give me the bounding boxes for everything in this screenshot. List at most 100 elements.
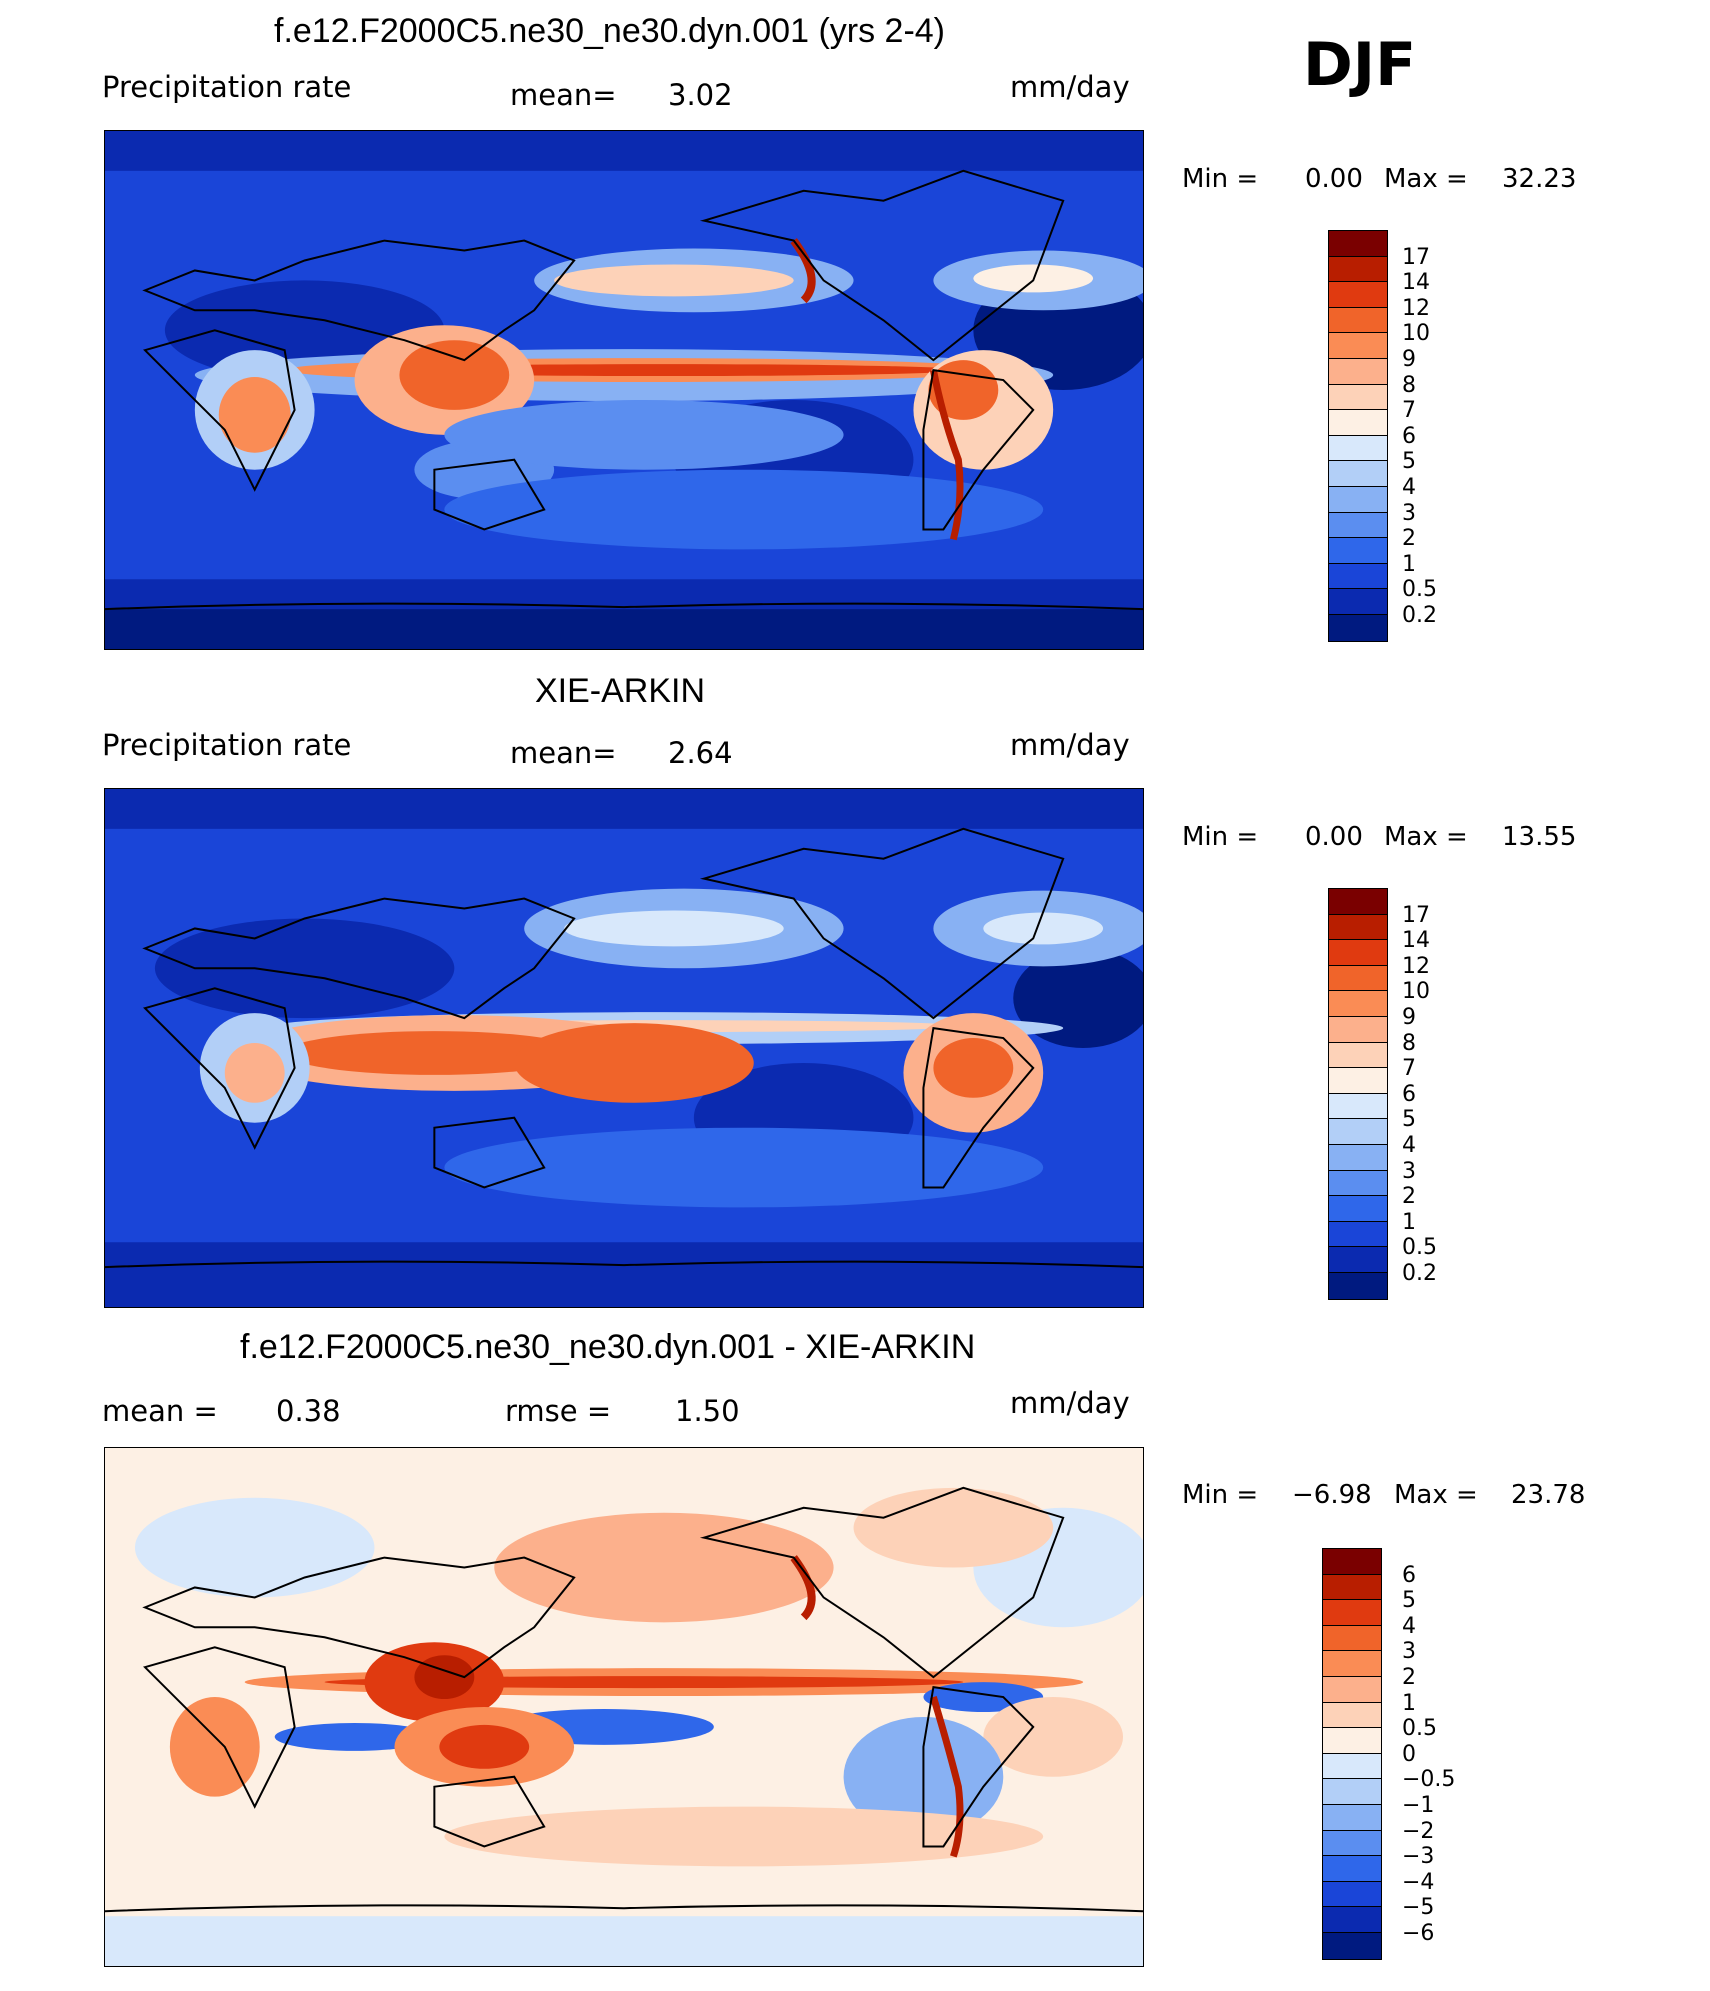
colorbar-tick-label: 2	[1402, 1184, 1416, 1210]
colorbar-swatch	[1323, 1651, 1381, 1677]
colorbar-tick-label: 12	[1402, 953, 1430, 979]
colorbar-tick-label: 3	[1402, 1158, 1416, 1184]
colorbar-tick-label: 3	[1402, 500, 1416, 526]
colorbar-tick-label: 17	[1402, 244, 1430, 270]
colorbar-tick-label: 10	[1402, 321, 1430, 347]
colorbar-tick-label: 0.5	[1402, 577, 1437, 603]
panel1-colorbar-swatches	[1328, 230, 1388, 642]
colorbar-swatch	[1329, 282, 1387, 308]
colorbar-tick-label: 6	[1402, 423, 1416, 449]
colorbar-tick-label: 9	[1402, 1005, 1416, 1030]
colorbar-swatch	[1329, 1068, 1387, 1094]
colorbar-swatch	[1329, 231, 1387, 257]
colorbar-swatch	[1323, 1856, 1381, 1882]
panel3-diff-field	[105, 1448, 1143, 1966]
colorbar-swatch	[1329, 1016, 1387, 1043]
colorbar-swatch	[1329, 889, 1387, 915]
panel1-field-label: Precipitation rate	[102, 70, 352, 104]
colorbar-tick-label: −4	[1402, 1869, 1435, 1895]
panel3-min-label: Min =	[1182, 1480, 1259, 1510]
panel1-mean-value: 3.02	[668, 78, 733, 112]
colorbar-swatch	[1329, 1170, 1387, 1197]
colorbar-tick-label: 5	[1402, 1588, 1416, 1614]
colorbar-tick-label: 7	[1402, 398, 1416, 424]
colorbar-tick-label: 6	[1402, 1562, 1416, 1588]
colorbar-tick-label: 12	[1402, 295, 1430, 321]
panel2-title: XIE-ARKIN	[535, 672, 706, 710]
colorbar-swatch	[1329, 461, 1387, 487]
colorbar-swatch	[1323, 1907, 1381, 1933]
panel1-min-value: 0.00	[1305, 164, 1363, 194]
colorbar-tick-label: 8	[1402, 372, 1416, 398]
panel3-title: f.e12.F2000C5.ne30_ne30.dyn.001 - XIE-AR…	[240, 1328, 976, 1366]
colorbar-tick-label: 14	[1402, 270, 1430, 296]
panel2-map	[104, 788, 1144, 1308]
colorbar-tick-label: −2	[1402, 1818, 1435, 1844]
colorbar-tick-label: 4	[1402, 475, 1416, 500]
panel2-mean-value: 2.64	[668, 736, 733, 770]
colorbar-swatch	[1329, 1093, 1387, 1120]
colorbar-tick-label: −6	[1402, 1921, 1435, 1946]
colorbar-swatch	[1323, 1753, 1381, 1780]
colorbar-swatch	[1329, 512, 1387, 539]
colorbar-swatch	[1323, 1702, 1381, 1729]
panel3-max-value: 23.78	[1511, 1480, 1586, 1510]
colorbar-swatch	[1329, 991, 1387, 1017]
colorbar-tick-label: 4	[1402, 1133, 1416, 1158]
panel3-max-label: Max =	[1394, 1480, 1478, 1510]
panel2-min-value: 0.00	[1305, 822, 1363, 852]
colorbar-tick-label: 1	[1402, 1690, 1416, 1716]
colorbar-tick-label: 0.5	[1402, 1716, 1437, 1742]
colorbar-swatch	[1329, 358, 1387, 385]
panel3-mean-value: 0.38	[276, 1394, 341, 1428]
colorbar-tick-label: 10	[1402, 979, 1430, 1005]
colorbar-tick-label: 5	[1402, 1107, 1416, 1133]
colorbar-tick-label: 0	[1402, 1741, 1416, 1767]
colorbar-tick-label: 9	[1402, 347, 1416, 372]
colorbar-tick-label: 1	[1402, 551, 1416, 577]
colorbar-swatch	[1329, 1144, 1387, 1171]
colorbar-swatch	[1329, 1247, 1387, 1273]
panel3-units: mm/day	[1010, 1386, 1130, 1420]
colorbar-swatch	[1329, 538, 1387, 564]
panel2-precip-field	[105, 789, 1143, 1307]
colorbar-tick-label: −5	[1402, 1895, 1435, 1921]
colorbar-tick-label: 14	[1402, 928, 1430, 954]
colorbar-swatch	[1329, 965, 1387, 992]
panel1-units: mm/day	[1010, 70, 1130, 104]
panel1-map	[104, 130, 1144, 650]
colorbar-swatch	[1329, 1272, 1387, 1299]
colorbar-swatch	[1329, 1119, 1387, 1145]
colorbar-swatch	[1329, 914, 1387, 941]
colorbar-tick-label: −1	[1402, 1793, 1435, 1818]
panel2-field-label: Precipitation rate	[102, 728, 352, 762]
panel2-max-label: Max =	[1384, 822, 1468, 852]
colorbar-swatch	[1329, 435, 1387, 462]
colorbar-swatch	[1329, 614, 1387, 641]
colorbar-swatch	[1329, 589, 1387, 615]
panel1-max-value: 32.23	[1502, 164, 1577, 194]
colorbar-tick-label: −3	[1402, 1844, 1435, 1870]
colorbar-swatch	[1329, 1221, 1387, 1248]
panel1-title: f.e12.F2000C5.ne30_ne30.dyn.001 (yrs 2-4…	[274, 12, 946, 50]
colorbar-tick-label: 7	[1402, 1056, 1416, 1082]
panel2-colorbar-swatches	[1328, 888, 1388, 1300]
colorbar-tick-label: 8	[1402, 1030, 1416, 1056]
colorbar-tick-label: 4	[1402, 1613, 1416, 1639]
colorbar-swatch	[1329, 940, 1387, 966]
colorbar-swatch	[1323, 1830, 1381, 1857]
colorbar-swatch	[1329, 384, 1387, 411]
colorbar-tick-label: 6	[1402, 1081, 1416, 1107]
colorbar-swatch	[1329, 1196, 1387, 1222]
panel3-mean-label: mean =	[102, 1394, 218, 1428]
colorbar-swatch	[1323, 1600, 1381, 1626]
season-label: DJF	[1303, 30, 1417, 100]
panel3-colorbar-swatches	[1322, 1548, 1382, 1960]
colorbar-tick-label: 0.2	[1402, 603, 1437, 628]
colorbar-swatch	[1329, 307, 1387, 334]
colorbar-tick-label: 17	[1402, 902, 1430, 928]
colorbar-tick-label: −0.5	[1402, 1767, 1456, 1793]
colorbar-swatch	[1329, 410, 1387, 436]
panel3-min-value: −6.98	[1292, 1480, 1372, 1510]
colorbar-swatch	[1323, 1804, 1381, 1831]
